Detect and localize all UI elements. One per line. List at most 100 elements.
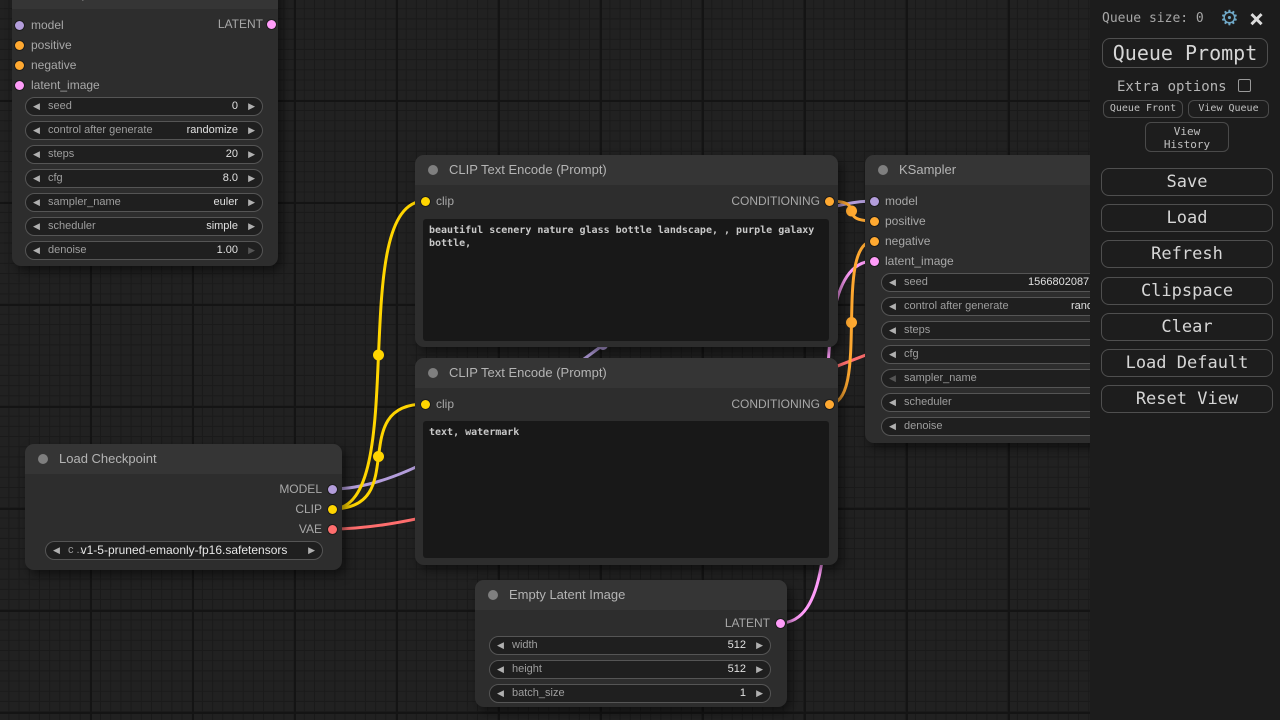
widget-seed[interactable]: ◀ seed 0 ▶: [25, 96, 263, 116]
node-empty-latent-image[interactable]: Empty Latent Image LATENT ◀ width 512 ▶ …: [475, 580, 787, 707]
node-title-bar[interactable]: Empty Latent Image: [475, 580, 787, 610]
decrement-arrow-icon[interactable]: ◀: [33, 244, 40, 255]
input-slot-positive-dot[interactable]: [869, 216, 879, 226]
widget-value: randomize: [186, 123, 238, 136]
increment-arrow-icon[interactable]: ▶: [756, 663, 763, 674]
node-ksampler-left[interactable]: KSampler model positive negative latent_…: [12, 0, 278, 266]
increment-arrow-icon[interactable]: ▶: [308, 545, 315, 555]
increment-arrow-icon[interactable]: ▶: [248, 244, 255, 255]
widget-control-after-generate[interactable]: ◀ control after generate randomize ▶: [25, 120, 263, 140]
widget-denoise[interactable]: ◀ denoise 1.00 ▶: [25, 240, 263, 260]
settings-gear-icon[interactable]: ⚙: [1220, 6, 1239, 30]
increment-arrow-icon[interactable]: ▶: [248, 148, 255, 159]
prompt-textarea[interactable]: beautiful scenery nature glass bottle la…: [423, 219, 829, 341]
decrement-arrow-icon[interactable]: ◀: [53, 545, 60, 555]
prompt-textarea[interactable]: text, watermark: [423, 421, 829, 558]
decrement-arrow-icon[interactable]: ◀: [33, 196, 40, 207]
output-slot-latent-dot[interactable]: [775, 618, 785, 628]
output-slot-vae-dot[interactable]: [327, 524, 337, 534]
wire-dot-clip-bottom: [373, 451, 384, 462]
queue-prompt-button[interactable]: Queue Prompt: [1102, 38, 1268, 68]
input-slot-latent-image-dot[interactable]: [15, 80, 24, 90]
decrement-arrow-icon[interactable]: ◀: [889, 348, 896, 359]
node-clip-text-encode-bottom[interactable]: CLIP Text Encode (Prompt) clip CONDITION…: [415, 358, 838, 565]
widget-width[interactable]: ◀ width 512 ▶: [489, 635, 771, 655]
decrement-arrow-icon[interactable]: ◀: [889, 420, 896, 431]
decrement-arrow-icon[interactable]: ◀: [33, 172, 40, 183]
decrement-arrow-icon[interactable]: ◀: [497, 639, 504, 650]
decrement-arrow-icon[interactable]: ◀: [889, 324, 896, 335]
input-slot-clip-dot[interactable]: [420, 196, 430, 206]
view-queue-button[interactable]: View Queue: [1188, 100, 1269, 118]
output-slot-latent-dot[interactable]: [266, 20, 276, 29]
input-slot-negative-dot[interactable]: [869, 236, 879, 246]
collapse-dot-icon[interactable]: [878, 165, 888, 175]
extra-options-checkbox[interactable]: [1238, 79, 1251, 92]
reset-view-button[interactable]: Reset View: [1101, 385, 1273, 413]
decrement-arrow-icon[interactable]: ◀: [889, 396, 896, 407]
output-slot-conditioning-dot[interactable]: [824, 196, 834, 206]
collapse-dot-icon[interactable]: [38, 454, 48, 464]
increment-arrow-icon[interactable]: ▶: [756, 687, 763, 698]
input-slot-model-dot[interactable]: [15, 20, 24, 30]
widget-scheduler[interactable]: ◀ scheduler simple ▶: [25, 216, 263, 236]
increment-arrow-icon[interactable]: ▶: [248, 124, 255, 135]
widget-ckpt-name[interactable]: ◀ c ... v1-5-pruned-emaonly-fp16.safeten…: [45, 541, 323, 560]
decrement-arrow-icon[interactable]: ◀: [889, 372, 896, 383]
widget-batch-size[interactable]: ◀ batch_size 1 ▶: [489, 683, 771, 703]
decrement-arrow-icon[interactable]: ◀: [33, 220, 40, 231]
increment-arrow-icon[interactable]: ▶: [248, 196, 255, 207]
node-title-bar[interactable]: CLIP Text Encode (Prompt): [415, 358, 838, 388]
collapse-dot-icon[interactable]: [428, 165, 438, 175]
node-title: CLIP Text Encode (Prompt): [449, 162, 607, 177]
extra-options-label: Extra options: [1117, 79, 1227, 95]
decrement-arrow-icon[interactable]: ◀: [33, 100, 40, 111]
save-button[interactable]: Save: [1101, 168, 1273, 196]
close-icon[interactable]: ×: [1249, 4, 1265, 33]
input-slot-negative-dot[interactable]: [15, 60, 24, 70]
clear-button[interactable]: Clear: [1101, 313, 1273, 341]
node-title: KSampler: [46, 0, 103, 1]
node-load-checkpoint[interactable]: Load Checkpoint MODEL CLIP VAE ◀ c ... v…: [25, 444, 342, 570]
decrement-arrow-icon[interactable]: ◀: [33, 148, 40, 159]
input-label-model: model: [885, 194, 918, 208]
widget-steps[interactable]: ◀ steps 20 ▶: [25, 144, 263, 164]
increment-arrow-icon[interactable]: ▶: [248, 220, 255, 231]
output-label-conditioning: CONDITIONING: [731, 194, 820, 208]
increment-arrow-icon[interactable]: ▶: [756, 639, 763, 650]
widget-value: v1-5-pruned-emaonly-fp16.safetensors: [80, 543, 288, 557]
load-default-button[interactable]: Load Default: [1101, 349, 1273, 377]
widget-sampler-name[interactable]: ◀ sampler_name euler ▶: [25, 192, 263, 212]
collapse-dot-icon[interactable]: [428, 368, 438, 378]
queue-front-button[interactable]: Queue Front: [1103, 100, 1183, 118]
input-slot-positive-dot[interactable]: [15, 40, 24, 50]
input-slot-model-dot[interactable]: [869, 196, 879, 206]
view-history-button[interactable]: View History: [1145, 122, 1229, 152]
widget-cfg[interactable]: ◀ cfg 8.0 ▶: [25, 168, 263, 188]
widget-value: 15668020871: [1028, 275, 1096, 288]
load-button[interactable]: Load: [1101, 204, 1273, 232]
decrement-arrow-icon[interactable]: ◀: [889, 276, 896, 287]
decrement-arrow-icon[interactable]: ◀: [889, 300, 896, 311]
increment-arrow-icon[interactable]: ▶: [248, 172, 255, 183]
comfy-menu-panel: Queue size: 0 ⚙ × Queue Prompt Extra opt…: [1090, 0, 1280, 720]
output-slot-model-dot[interactable]: [327, 484, 337, 494]
node-title-bar[interactable]: CLIP Text Encode (Prompt): [415, 155, 838, 185]
collapse-dot-icon[interactable]: [488, 590, 498, 600]
node-clip-text-encode-top[interactable]: CLIP Text Encode (Prompt) clip CONDITION…: [415, 155, 838, 347]
output-label-model: MODEL: [279, 482, 322, 496]
refresh-button[interactable]: Refresh: [1101, 240, 1273, 268]
output-slot-conditioning-dot[interactable]: [824, 399, 834, 409]
input-slot-latent-image-dot[interactable]: [869, 256, 879, 266]
increment-arrow-icon[interactable]: ▶: [248, 100, 255, 111]
widget-height[interactable]: ◀ height 512 ▶: [489, 659, 771, 679]
node-title-bar[interactable]: Load Checkpoint: [25, 444, 342, 474]
decrement-arrow-icon[interactable]: ◀: [497, 687, 504, 698]
node-title-bar[interactable]: KSampler: [12, 0, 278, 9]
output-slot-clip-dot[interactable]: [327, 504, 337, 514]
clipspace-button[interactable]: Clipspace: [1101, 277, 1273, 305]
input-slot-clip-dot[interactable]: [420, 399, 430, 409]
decrement-arrow-icon[interactable]: ◀: [497, 663, 504, 674]
decrement-arrow-icon[interactable]: ◀: [33, 124, 40, 135]
